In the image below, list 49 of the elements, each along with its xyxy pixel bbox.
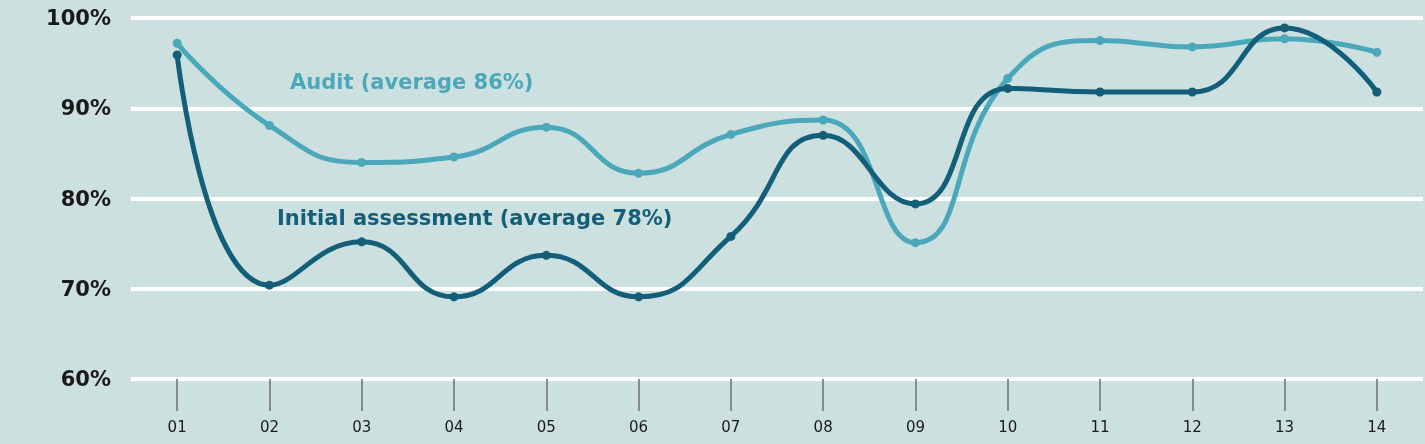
point xyxy=(1280,23,1290,33)
point xyxy=(634,292,644,302)
text: Initial assessment (average 78%) xyxy=(277,205,673,230)
point xyxy=(1187,42,1197,52)
point xyxy=(818,115,828,125)
y-tick-label: 70% xyxy=(60,276,111,301)
point xyxy=(1003,83,1013,93)
point xyxy=(1187,87,1197,97)
x-tick-label: 06 xyxy=(629,417,649,436)
point xyxy=(172,38,182,48)
point xyxy=(1095,87,1105,97)
point xyxy=(1003,73,1013,83)
point xyxy=(726,129,736,139)
point xyxy=(1280,34,1290,44)
point xyxy=(541,122,551,132)
point xyxy=(910,199,920,209)
x-tick-label: 02 xyxy=(259,417,279,436)
x-tick-label: 14 xyxy=(1367,417,1387,436)
point xyxy=(818,130,828,140)
series-label: Audit (average 86%) xyxy=(289,70,534,95)
x-tick-label: 09 xyxy=(905,417,925,436)
point xyxy=(1372,87,1382,97)
x-tick-label: 11 xyxy=(1090,417,1110,436)
point xyxy=(634,168,644,178)
y-tick-label: 60% xyxy=(60,367,111,391)
y-tick-label: 90% xyxy=(60,96,111,121)
point xyxy=(172,50,182,60)
y-tick-label: 100% xyxy=(46,6,111,30)
point xyxy=(449,292,459,302)
point xyxy=(726,231,736,241)
x-tick-label: 05 xyxy=(536,417,556,436)
x-tick-label: 10 xyxy=(998,417,1018,436)
x-tick-label: 12 xyxy=(1182,417,1202,436)
point xyxy=(357,237,367,247)
x-tick-label: 13 xyxy=(1275,417,1295,436)
point xyxy=(1095,36,1105,46)
point xyxy=(264,280,274,290)
x-tick-label: 04 xyxy=(444,417,464,436)
point xyxy=(910,238,920,248)
point xyxy=(541,250,551,260)
x-tick-label: 07 xyxy=(721,417,741,436)
point xyxy=(1372,47,1382,57)
point xyxy=(357,157,367,167)
y-tick-label: 80% xyxy=(60,186,111,211)
x-tick-label: 03 xyxy=(352,417,372,436)
x-tick-label: 01 xyxy=(167,417,187,436)
x-tick-label: 08 xyxy=(813,417,833,436)
point xyxy=(449,152,459,162)
point xyxy=(264,120,274,130)
